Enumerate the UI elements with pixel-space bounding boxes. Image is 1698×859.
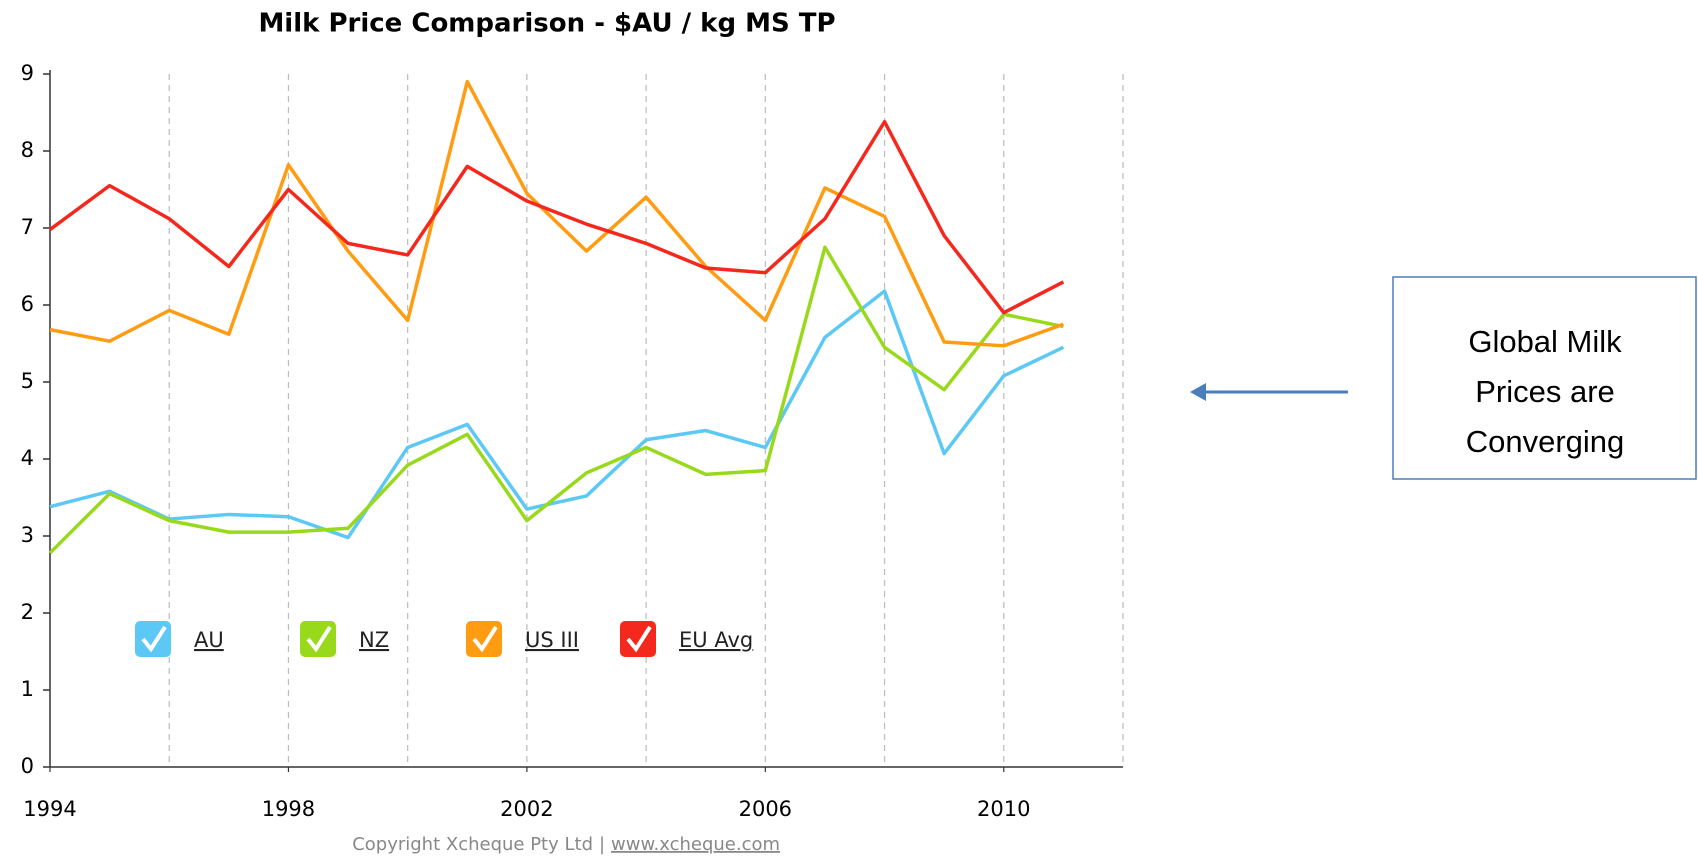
y-tick-label: 6 (21, 292, 34, 316)
legend-check (626, 625, 652, 653)
y-tick-label: 2 (21, 600, 34, 624)
legend-label: EU Avg (679, 628, 753, 652)
y-tick-label: 4 (21, 446, 34, 470)
legend-swatch (300, 621, 336, 657)
y-tick-label: 9 (21, 61, 34, 85)
series-line (48, 119, 1065, 315)
legend-label: US III (525, 628, 579, 652)
y-tick-label: 8 (21, 138, 34, 162)
y-tick-label: 0 (21, 754, 34, 778)
y-tick-label: 3 (21, 523, 34, 547)
x-tick-label: 2002 (500, 797, 553, 821)
chart-title: Milk Price Comparison - $AU / kg MS TP (258, 9, 835, 39)
legend-check (472, 625, 498, 653)
legend-swatch (135, 621, 171, 657)
x-tick-label: 2010 (977, 797, 1030, 821)
y-tick-label: 5 (21, 369, 34, 393)
series-line (49, 79, 1064, 348)
y-tick-label: 7 (21, 215, 34, 239)
footer-link: www.xcheque.com (611, 834, 780, 855)
x-tick-label: 1994 (23, 797, 76, 821)
x-tick-label: 1998 (262, 797, 315, 821)
legend-check (141, 625, 167, 653)
legend-check (306, 625, 332, 653)
legend-label: AU (194, 628, 224, 652)
annotation-line: Global Milk (1468, 324, 1622, 359)
footer-text: Copyright Xcheque Pty Ltd (352, 834, 593, 855)
series-line (48, 245, 1064, 555)
footer-separator: | (599, 834, 605, 855)
series-line (49, 289, 1065, 540)
legend-swatch (620, 621, 656, 657)
annotation-line: Prices are (1475, 374, 1615, 409)
y-tick-label: 1 (21, 677, 34, 701)
legend-label: NZ (359, 628, 389, 652)
x-tick-label: 2006 (739, 797, 792, 821)
legend-swatch (466, 621, 502, 657)
arrow-head (1190, 383, 1206, 401)
annotation-line: Converging (1466, 424, 1625, 459)
annotation-box (1392, 276, 1697, 480)
